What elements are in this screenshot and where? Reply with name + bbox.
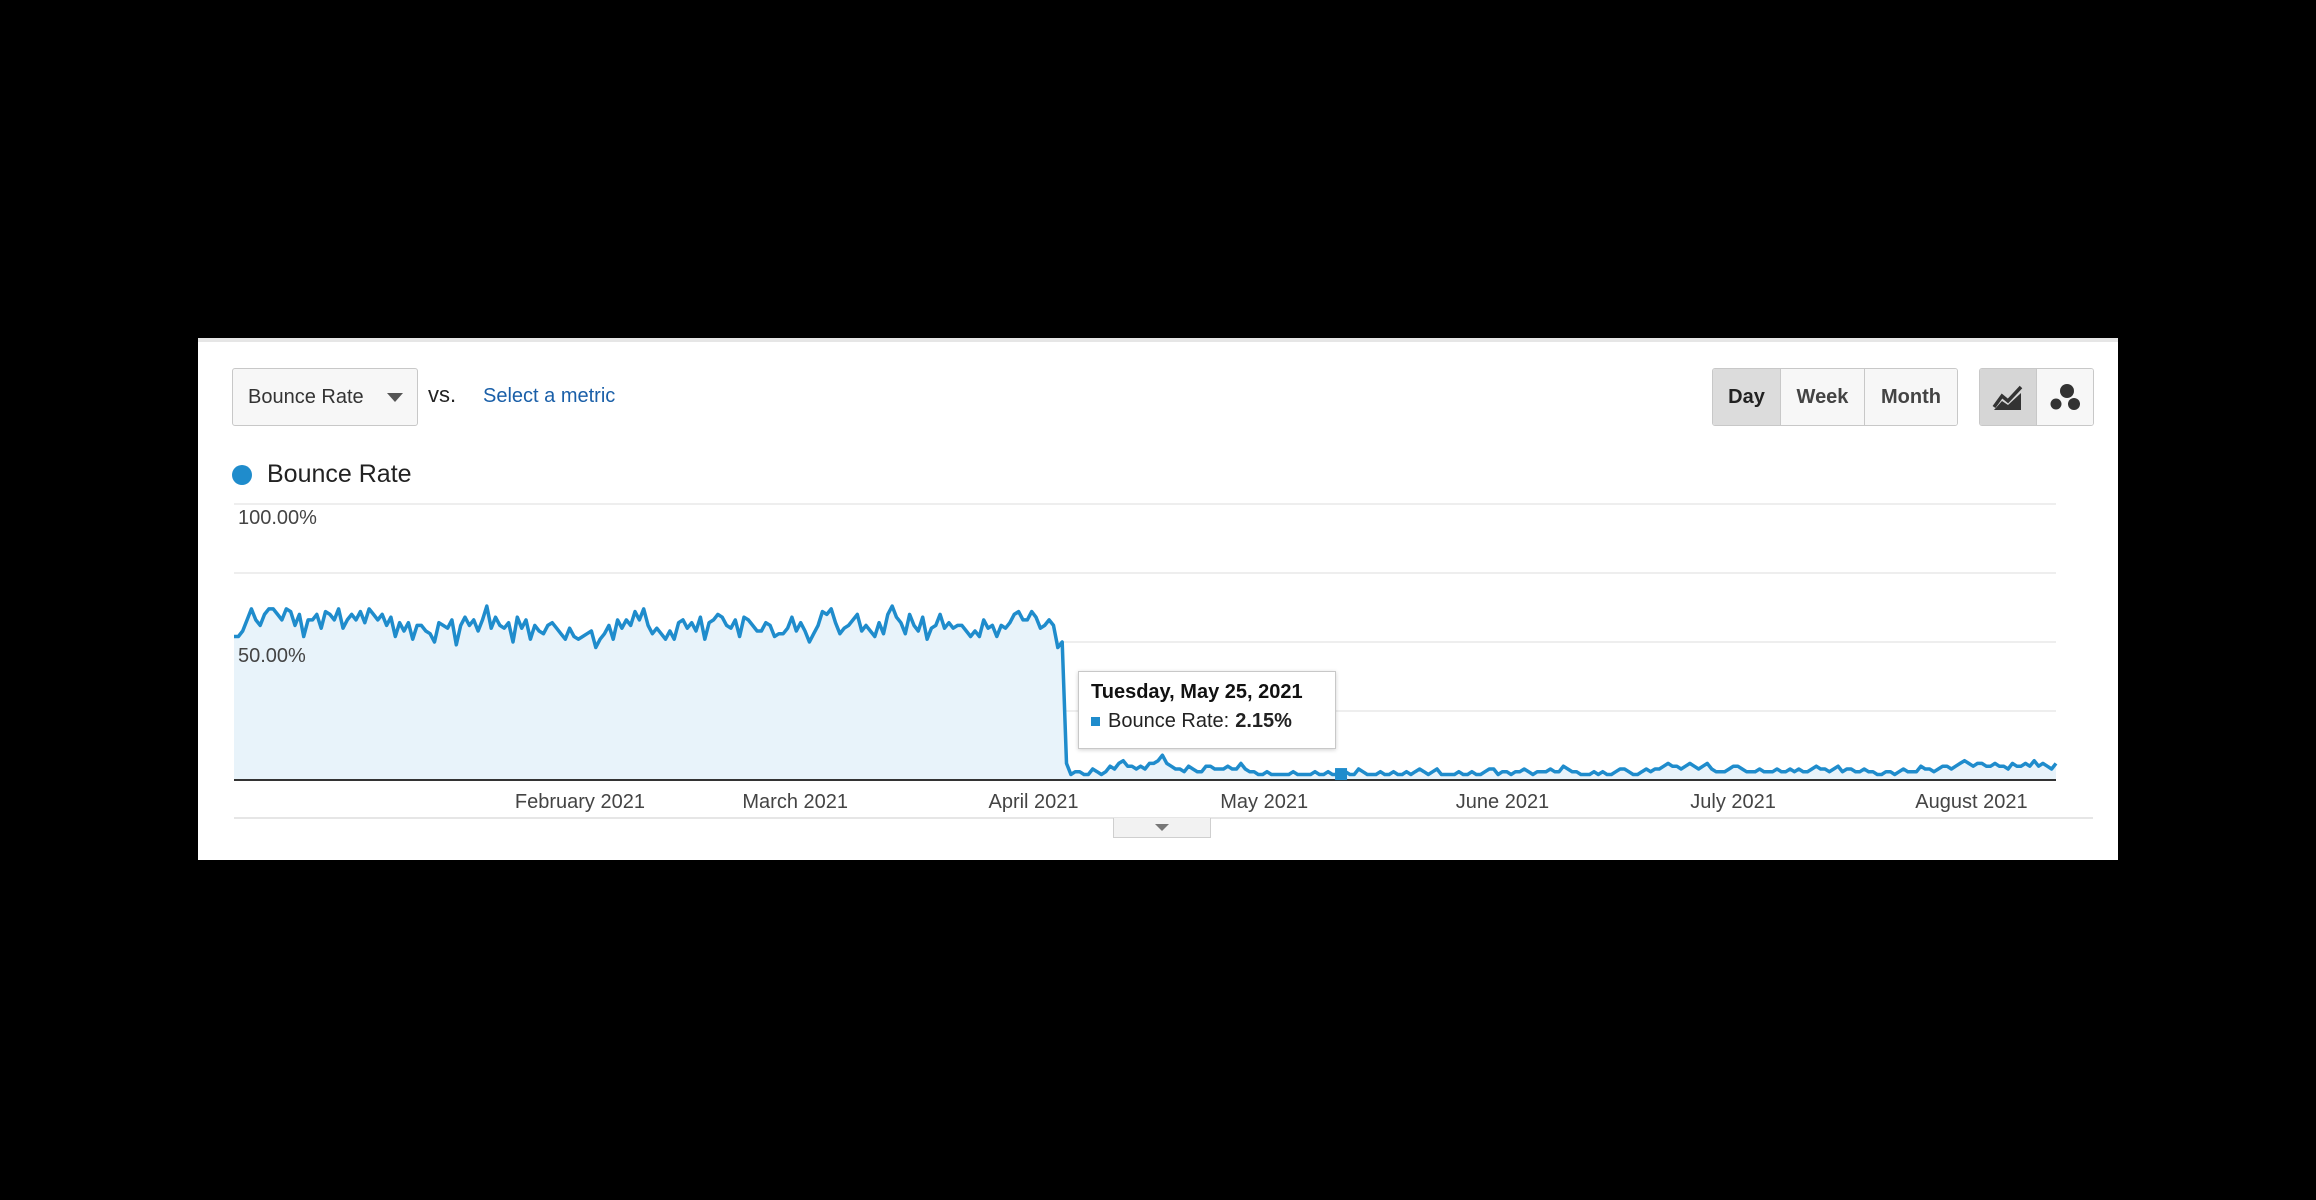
line-chart-button[interactable] bbox=[1980, 369, 2037, 425]
x-tick-label: August 2021 bbox=[1915, 791, 2027, 813]
tooltip-metric-value: 2.15% bbox=[1235, 710, 1292, 732]
month-button[interactable]: Month bbox=[1865, 369, 1957, 425]
tooltip-metric-row: Bounce Rate: 2.15% bbox=[1091, 710, 1323, 733]
x-tick-label: March 2021 bbox=[742, 791, 848, 813]
x-tick-label: April 2021 bbox=[988, 791, 1078, 813]
day-button[interactable]: Day bbox=[1713, 369, 1781, 425]
select-metric-link[interactable]: Select a metric bbox=[483, 385, 616, 407]
x-tick-label: February 2021 bbox=[515, 791, 645, 813]
highlight-point bbox=[1335, 768, 1348, 781]
series-line bbox=[234, 604, 2058, 777]
tooltip-series-square bbox=[1091, 717, 1100, 726]
chart-panel: Bounce Rate vs. Select a metric Day Week… bbox=[198, 338, 2118, 860]
tooltip-date: Tuesday, May 25, 2021 bbox=[1091, 681, 1303, 703]
x-tick-label: July 2021 bbox=[1690, 791, 1776, 813]
chart-view-toggle bbox=[1979, 368, 2094, 426]
week-button[interactable]: Week bbox=[1781, 369, 1865, 425]
chart-legend: Bounce Rate bbox=[232, 460, 412, 489]
period-toggle: Day Week Month bbox=[1712, 368, 1958, 426]
metric-select-value: Bounce Rate bbox=[248, 385, 364, 408]
x-tick-label: June 2021 bbox=[1456, 791, 1549, 813]
motion-chart-button[interactable] bbox=[2037, 369, 2093, 425]
bounce-rate-chart: 100.00% 50.00% February 2021 March 2021 Apri… bbox=[234, 503, 2093, 819]
metric-select[interactable]: Bounce Rate bbox=[232, 368, 418, 426]
chevron-down-icon bbox=[1155, 824, 1169, 831]
y-tick-label: 50.00% bbox=[238, 645, 306, 667]
vs-label: vs. bbox=[428, 382, 457, 407]
line-chart-icon bbox=[1992, 385, 2023, 410]
expand-chart-handle[interactable] bbox=[1113, 818, 1211, 838]
chevron-down-icon bbox=[387, 393, 403, 402]
motion-chart-icon bbox=[2050, 384, 2080, 410]
tooltip-metric-label: Bounce Rate: bbox=[1108, 710, 1230, 732]
y-tick-label: 100.00% bbox=[238, 507, 317, 529]
legend-label: Bounce Rate bbox=[267, 460, 412, 488]
x-tick-label: May 2021 bbox=[1220, 791, 1308, 813]
legend-dot-icon bbox=[232, 464, 252, 485]
series-area bbox=[234, 606, 2056, 780]
chart-tooltip: Tuesday, May 25, 2021 Bounce Rate: 2.15% bbox=[1078, 671, 1336, 749]
